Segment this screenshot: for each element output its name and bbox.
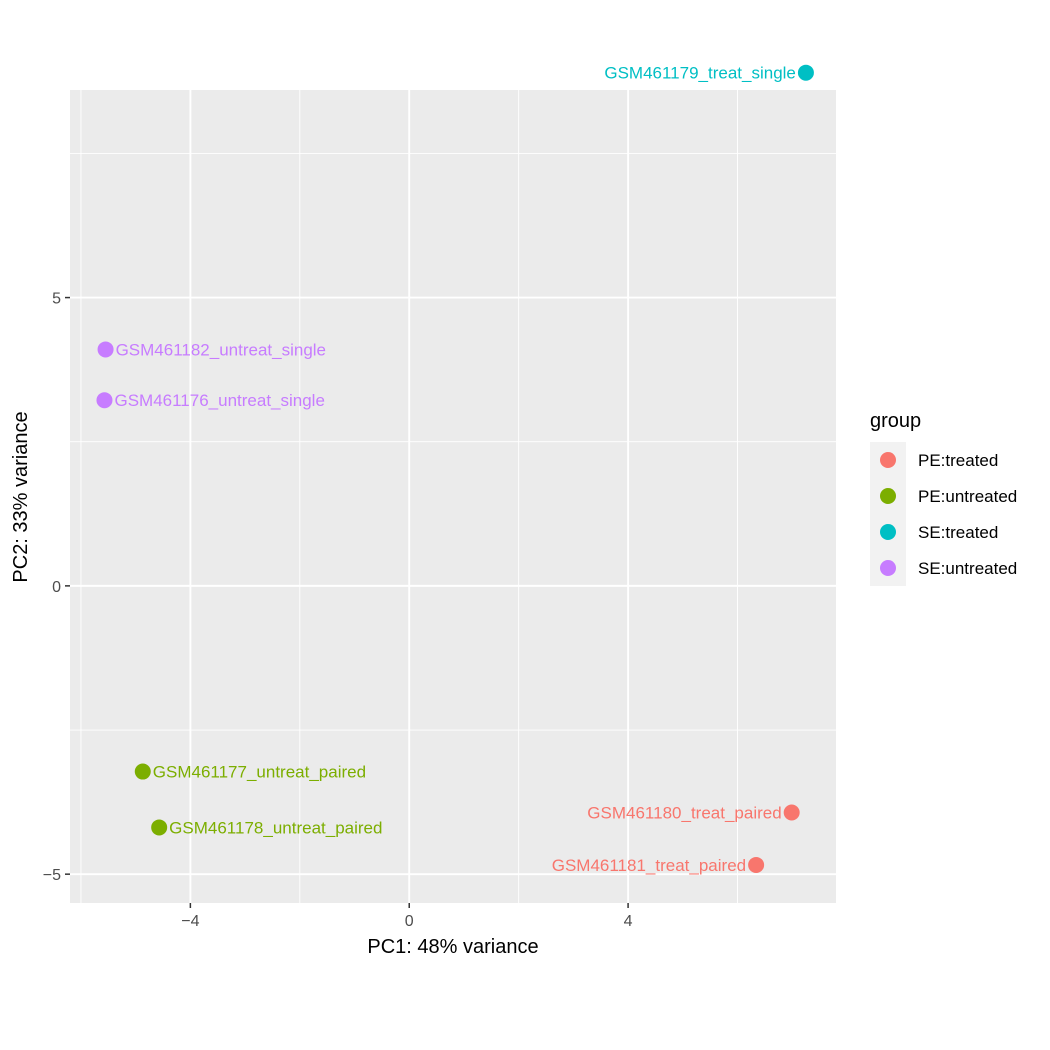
legend-entries: PE:treated PE:untreated SE:treated SE:untre…: [880, 451, 1017, 578]
data-point: [783, 804, 800, 821]
grid-minor: [70, 90, 836, 903]
data-point: [748, 856, 765, 873]
data-point: [151, 819, 168, 836]
data-point-label: GSM461180_treat_paired: [587, 803, 781, 822]
data-point-label: GSM461181_treat_paired: [552, 856, 746, 875]
y-axis-title: PC2: 33% variance: [10, 411, 32, 582]
legend-key-marker: [880, 560, 896, 576]
x-tick-label: −4: [181, 913, 199, 930]
legend-key-marker: [880, 524, 896, 540]
legend-entry-label: PE:untreated: [918, 487, 1017, 506]
x-tick-label: 4: [624, 913, 633, 930]
legend-entry-label: PE:treated: [918, 451, 998, 470]
legend-key-marker: [880, 452, 896, 468]
x-tick-label: 0: [405, 913, 414, 930]
y-tick-label: 5: [52, 291, 61, 308]
data-point-label: GSM461176_untreat_single: [114, 391, 324, 410]
y-tick-label: −5: [43, 867, 61, 884]
data-point-label: GSM461182_untreat_single: [116, 340, 326, 359]
x-axis: −4 0 4: [181, 903, 633, 930]
data-point: [797, 64, 814, 81]
data-point-label: GSM461179_treat_single: [604, 64, 796, 83]
legend-title: group: [870, 410, 921, 432]
x-axis-title: PC1: 48% variance: [367, 936, 538, 958]
data-point: [134, 763, 151, 780]
grid-major: [70, 90, 836, 903]
data-point-label: GSM461178_untreat_paired: [169, 818, 382, 837]
data-point: [96, 392, 113, 409]
legend: group PE:treated PE:untreated SE:treated SE…: [870, 410, 1017, 586]
plot-panel: [70, 90, 836, 903]
y-tick-label: 0: [52, 579, 61, 596]
data-point-labels: GSM461179_treat_single GSM461182_untreat_…: [114, 64, 795, 875]
data-points: [96, 64, 814, 873]
legend-entry-label: SE:untreated: [918, 559, 1017, 578]
y-axis: −5 0 5: [43, 291, 70, 884]
legend-entry-label: SE:treated: [918, 523, 998, 542]
data-point-label: GSM461177_untreat_paired: [153, 763, 366, 782]
legend-key-marker: [880, 488, 896, 504]
data-point: [97, 341, 114, 358]
